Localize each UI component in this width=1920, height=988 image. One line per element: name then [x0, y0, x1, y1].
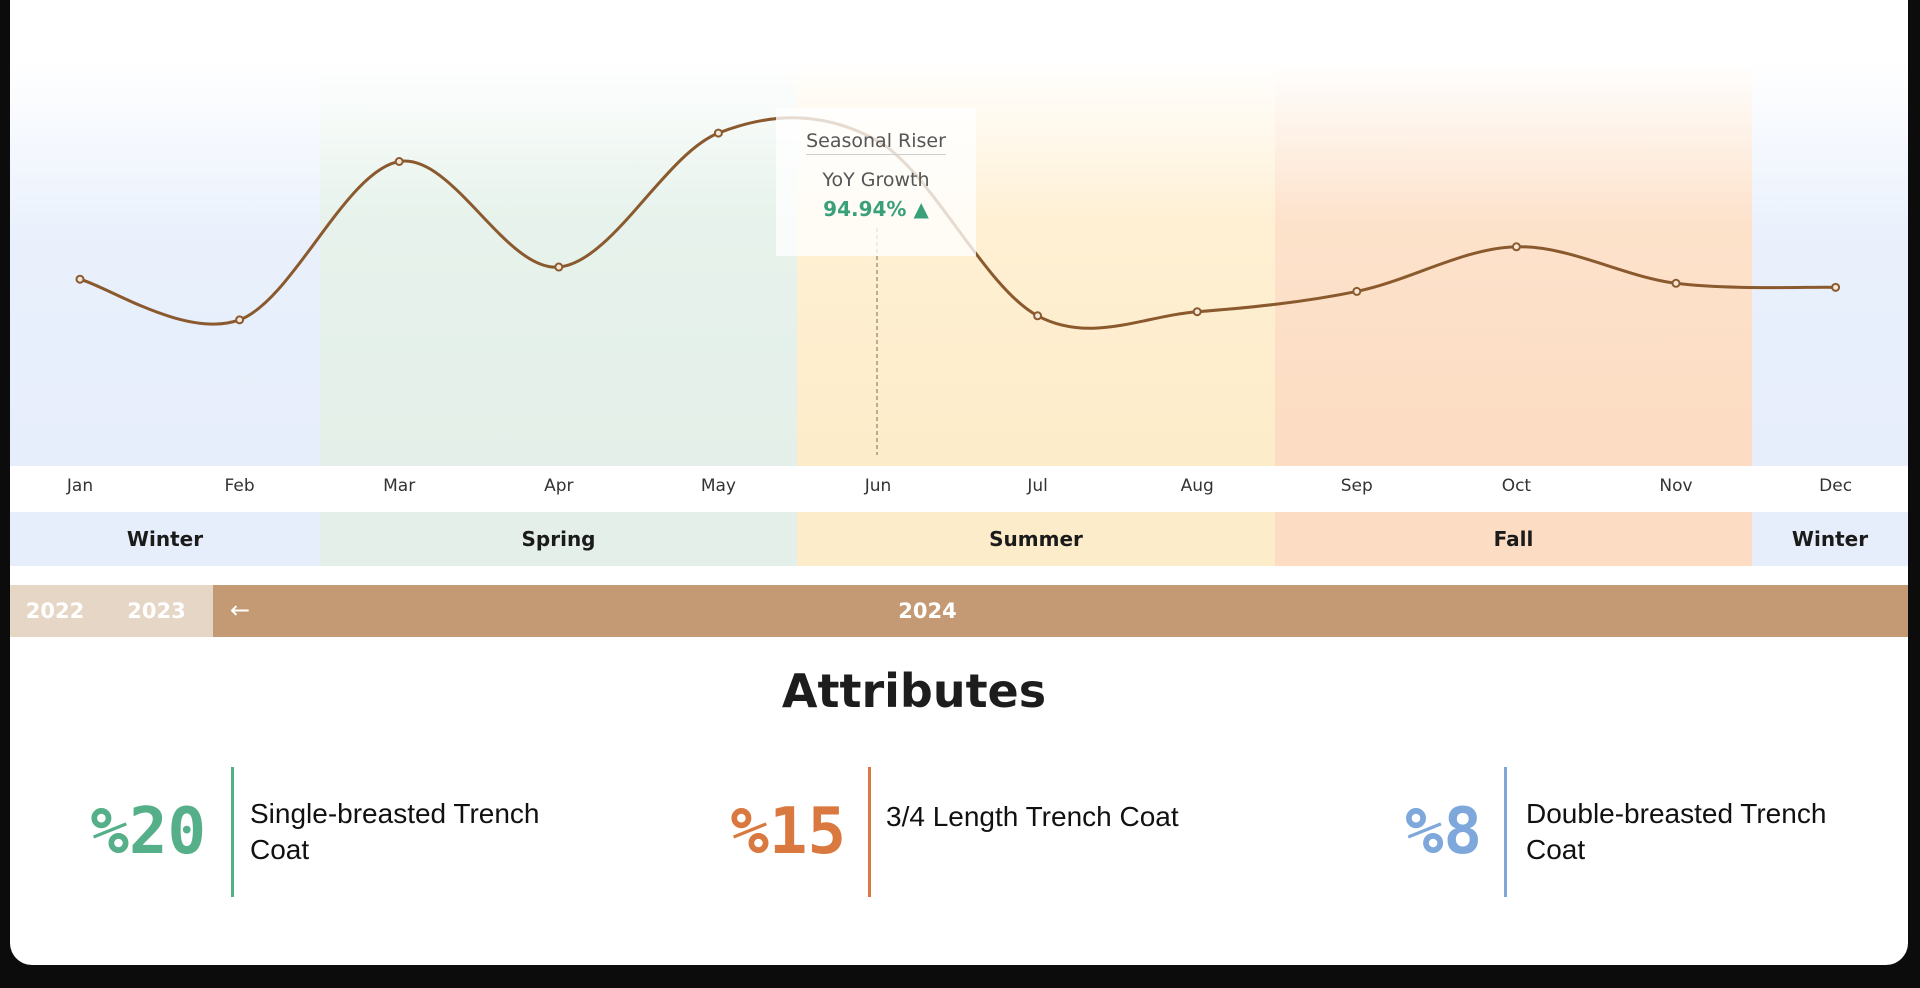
season-winter[interactable]: Winter	[10, 512, 320, 566]
arrow-left-icon[interactable]: ←	[229, 596, 251, 624]
season-label: Winter	[1791, 527, 1869, 551]
month-tick-jul: Jul	[1027, 476, 1048, 496]
month-tick-may: May	[700, 476, 736, 496]
data-point-feb[interactable]	[235, 315, 245, 325]
data-point-dec[interactable]	[1831, 282, 1841, 292]
attribute-item: %20 Single-breasted Trench Coat	[10, 767, 610, 897]
data-point-aug[interactable]	[1192, 307, 1202, 317]
attribute-name: Single-breasted Trench Coat	[250, 798, 540, 865]
data-point-oct[interactable]	[1511, 242, 1521, 252]
growth-value: 94.94%	[823, 197, 907, 221]
month-tick-nov: Nov	[1659, 476, 1693, 496]
year-tab-2023[interactable]: 2023	[100, 585, 213, 637]
current-year-label: 2024	[898, 599, 957, 623]
data-point-may[interactable]	[713, 128, 723, 138]
season-fall[interactable]: Fall	[1275, 512, 1752, 566]
tooltip-title: Seasonal Riser	[806, 130, 946, 155]
year-tab-2024-active[interactable]: 2024 ←	[213, 585, 1908, 637]
season-label: Fall	[1493, 527, 1534, 551]
attribute-item: %15 3/4 Length Trench Coat	[650, 767, 1250, 897]
season-winter-end[interactable]: Winter	[1752, 512, 1908, 566]
attribute-divider	[1504, 767, 1507, 897]
month-tick-feb: Feb	[224, 476, 255, 496]
month-axis: Jan Feb Mar Apr May Jun Jul Aug Sep Oct Nov Dec	[10, 466, 1908, 512]
attribute-percentage: %20	[90, 795, 206, 869]
attributes-heading: Attributes	[781, 664, 1047, 718]
season-label: Winter	[126, 527, 204, 551]
data-point-jul[interactable]	[1033, 311, 1043, 321]
attribute-name: Double-breasted Trench Coat	[1526, 798, 1827, 865]
month-tick-apr: Apr	[544, 476, 574, 496]
season-summer[interactable]: Summer	[797, 512, 1275, 566]
month-tick-sep: Sep	[1340, 476, 1373, 496]
winter-background-band	[10, 60, 320, 466]
data-point-apr[interactable]	[554, 262, 564, 272]
month-tick-oct: Oct	[1501, 476, 1532, 496]
season-label: Spring	[521, 527, 596, 551]
month-tick-aug: Aug	[1180, 476, 1214, 496]
month-tick-jun: Jun	[864, 476, 892, 496]
tooltip-metric-label: YoY Growth	[822, 169, 930, 191]
attribute-name: 3/4 Length Trench Coat	[886, 801, 1179, 832]
year-selector: 2022 2023 2024 ←	[10, 585, 1908, 637]
data-point-sep[interactable]	[1352, 286, 1362, 296]
data-point-mar[interactable]	[394, 157, 404, 166]
month-tick-dec: Dec	[1819, 476, 1853, 496]
season-row: Winter Spring Summer Fall Winter	[10, 512, 1908, 566]
trend-up-icon: ▲	[913, 197, 929, 221]
season-spring[interactable]: Spring	[320, 512, 797, 566]
attribute-percentage: %8	[1404, 795, 1482, 869]
data-point-jan[interactable]	[75, 274, 85, 284]
hover-tooltip: Seasonal Riser YoY Growth 94.94% ▲	[776, 108, 976, 256]
attribute-divider	[868, 767, 871, 897]
season-label: Summer	[989, 527, 1083, 551]
seasonal-trend-card: Seasonal Riser YoY Growth 94.94% ▲ Jan Fe…	[10, 0, 1908, 965]
year-tab-2022[interactable]: 2022	[10, 585, 100, 637]
fall-background-band	[1275, 60, 1752, 466]
data-point-nov[interactable]	[1671, 278, 1681, 288]
attribute-item: %8 Double-breasted Trench Coat	[1286, 767, 1886, 897]
winter-background-band-end	[1752, 60, 1908, 466]
month-tick-mar: Mar	[383, 476, 416, 496]
attribute-divider	[231, 767, 234, 897]
tooltip-value: 94.94% ▲	[776, 197, 976, 221]
attribute-percentage: %15	[730, 795, 846, 869]
month-tick-jan: Jan	[66, 476, 94, 496]
